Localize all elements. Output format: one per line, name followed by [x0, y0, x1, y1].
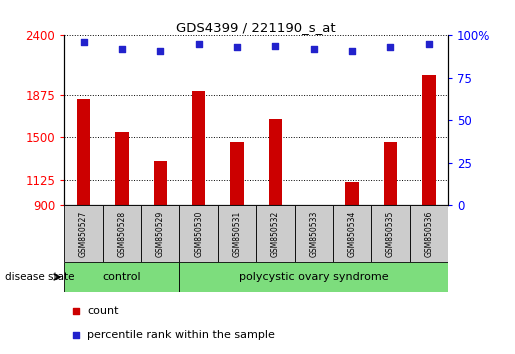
Bar — [77, 99, 90, 205]
Point — [271, 43, 280, 48]
Point — [425, 41, 433, 47]
Bar — [256, 205, 295, 262]
Text: GSM850529: GSM850529 — [156, 211, 165, 257]
Point — [233, 45, 241, 50]
Text: GSM850535: GSM850535 — [386, 210, 395, 257]
Point — [72, 332, 80, 337]
Text: disease state: disease state — [5, 272, 75, 282]
Bar — [295, 205, 333, 262]
Bar — [64, 205, 103, 262]
Bar — [422, 75, 436, 205]
Bar — [141, 205, 180, 262]
Point — [118, 46, 126, 52]
Title: GDS4399 / 221190_s_at: GDS4399 / 221190_s_at — [177, 21, 336, 34]
Bar — [115, 132, 129, 205]
Text: GSM850527: GSM850527 — [79, 211, 88, 257]
Text: control: control — [102, 272, 141, 282]
Bar — [384, 142, 397, 205]
Point — [72, 308, 80, 314]
Bar — [230, 142, 244, 205]
Text: GSM850536: GSM850536 — [424, 210, 433, 257]
Bar — [307, 205, 320, 209]
Point — [310, 46, 318, 52]
Bar — [333, 205, 371, 262]
Point — [348, 48, 356, 53]
Point — [79, 39, 88, 45]
Text: count: count — [88, 306, 119, 316]
Text: GSM850534: GSM850534 — [348, 210, 356, 257]
Text: GSM850528: GSM850528 — [117, 211, 126, 257]
Bar — [371, 205, 410, 262]
Point — [156, 48, 164, 53]
Bar — [180, 205, 218, 262]
Point — [195, 41, 203, 47]
Bar — [346, 182, 359, 205]
Text: GSM850530: GSM850530 — [194, 210, 203, 257]
Text: percentile rank within the sample: percentile rank within the sample — [88, 330, 276, 339]
Text: GSM850533: GSM850533 — [310, 210, 318, 257]
Text: polycystic ovary syndrome: polycystic ovary syndrome — [239, 272, 389, 282]
Bar — [192, 91, 205, 205]
Bar — [410, 205, 448, 262]
Text: GSM850532: GSM850532 — [271, 211, 280, 257]
Bar — [269, 119, 282, 205]
Text: GSM850531: GSM850531 — [233, 211, 242, 257]
Bar — [153, 161, 167, 205]
Bar — [180, 262, 448, 292]
Point — [386, 45, 394, 50]
Bar — [103, 205, 141, 262]
Bar — [218, 205, 256, 262]
Bar — [64, 262, 179, 292]
